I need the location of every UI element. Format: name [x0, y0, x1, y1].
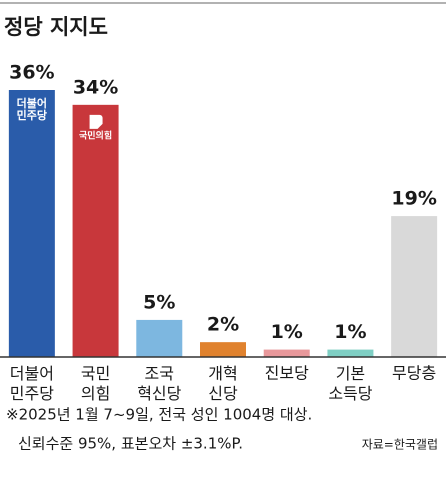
value-label: 34%: [73, 76, 118, 98]
value-label: 1%: [271, 321, 303, 343]
note: 신뢰수준 95%, 표본오차 ±3.1%P.: [18, 435, 243, 453]
value-label: 19%: [391, 188, 436, 210]
bar-logo: 국민의힘: [79, 129, 112, 141]
chart-title: 정당 지지도: [4, 15, 108, 39]
value-label: 36%: [9, 62, 54, 84]
bar-logo: 더불어 민주당: [17, 96, 47, 122]
bar: [136, 319, 183, 357]
bar: [263, 349, 310, 357]
note: ※2025년 1월 7~9일, 전국 성인 1004명 대상.: [6, 406, 312, 424]
x-tick-label: 개혁 신당: [208, 364, 238, 403]
logo-shape: [89, 114, 103, 129]
x-tick-label: 더불어 민주당: [10, 364, 54, 403]
value-label: 5%: [143, 291, 175, 313]
bar: [327, 349, 374, 357]
bar: [200, 342, 246, 357]
bar: [8, 90, 55, 357]
x-tick-label: 무당층: [392, 364, 436, 383]
x-tick-label: 국민 의힘: [81, 364, 110, 403]
source: 자료=한국갤럽: [362, 438, 438, 452]
x-tick-label: 진보당: [265, 364, 309, 383]
bar: [391, 216, 438, 357]
x-tick-label: 기본 소득당: [328, 364, 372, 403]
value-label: 2%: [207, 314, 239, 336]
value-label: 1%: [334, 321, 366, 343]
x-tick-label: 조국 혁신당: [137, 364, 181, 403]
bar: [72, 104, 119, 357]
